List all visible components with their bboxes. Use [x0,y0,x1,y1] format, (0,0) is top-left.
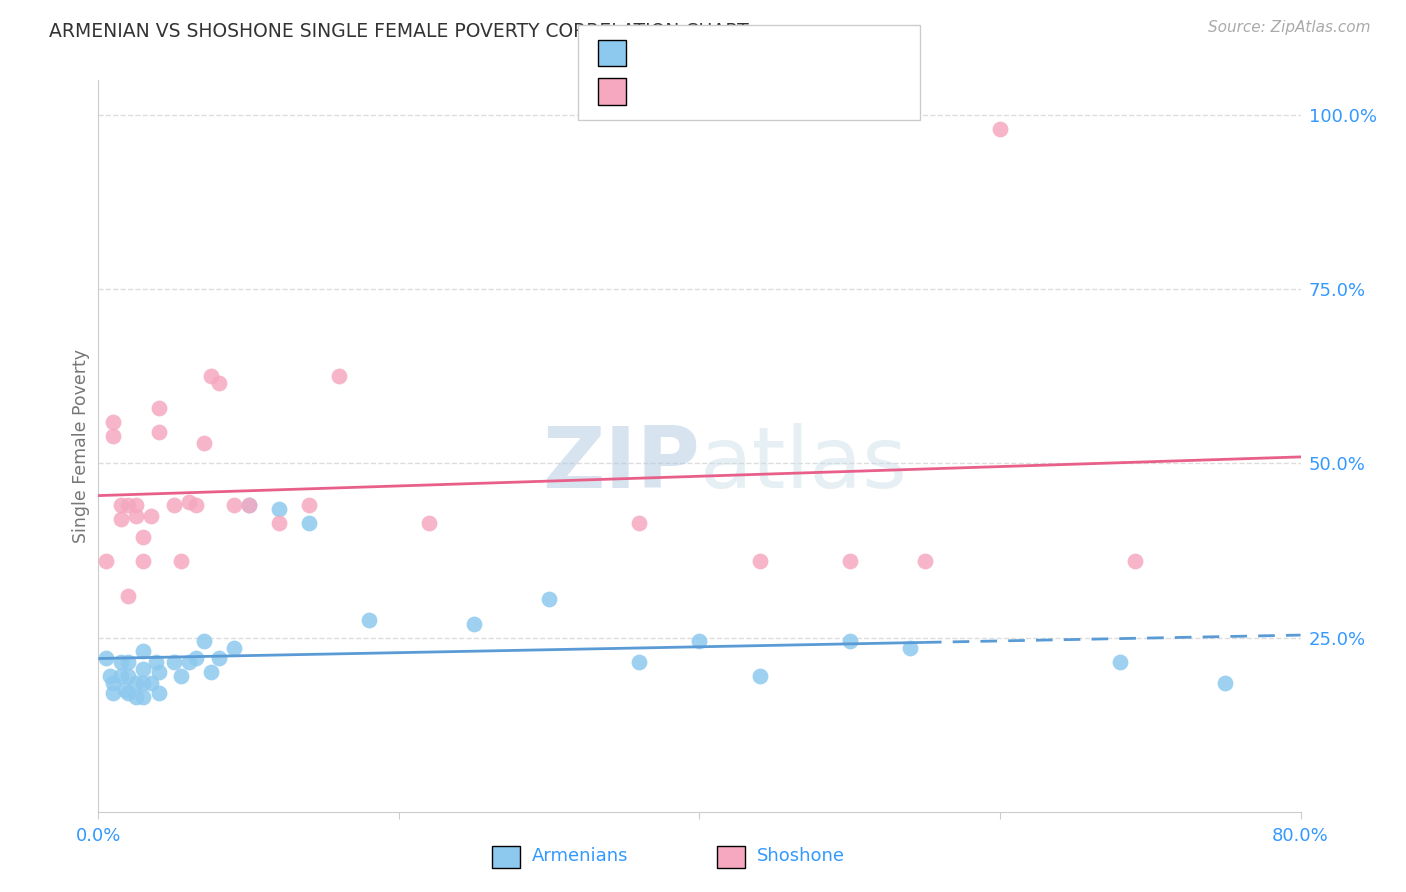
Point [132,676,155,690]
Point [148,686,170,700]
Point [200,369,222,384]
Point [208,651,231,665]
Point [103,686,125,700]
Text: N = 33: N = 33 [749,82,814,101]
Point [357,613,380,627]
Point [418,516,440,530]
Point [838,634,860,648]
Point [139,508,162,523]
Point [148,665,170,680]
Point [628,516,651,530]
Point [184,498,207,512]
Point [162,498,184,512]
Point [184,651,207,665]
Point [103,415,125,429]
Point [117,498,139,512]
Point [148,425,170,439]
Point [114,682,136,697]
Text: R = -0.087: R = -0.087 [637,44,745,62]
Y-axis label: Single Female Poverty: Single Female Poverty [72,349,90,543]
Point [193,435,215,450]
Text: Armenians: Armenians [531,847,628,865]
Point [170,669,193,683]
Point [132,554,155,568]
Point [200,665,222,680]
Point [898,640,921,655]
Point [193,634,215,648]
Point [125,498,148,512]
Point [914,554,936,568]
Point [110,655,132,669]
Point [748,669,770,683]
Point [238,498,260,512]
Point [267,501,290,516]
Point [748,554,770,568]
Point [125,676,148,690]
Point [1109,655,1132,669]
Point [117,686,139,700]
Point [103,676,125,690]
Point [125,508,148,523]
Point [110,512,132,526]
Point [132,690,155,704]
Point [222,498,245,512]
Point [838,554,860,568]
Point [145,655,167,669]
Point [1123,554,1146,568]
Point [162,655,184,669]
Point [298,516,321,530]
Text: Source: ZipAtlas.com: Source: ZipAtlas.com [1208,20,1371,35]
Point [94,651,117,665]
Point [538,592,561,607]
Point [110,669,132,683]
Point [628,655,651,669]
Text: atlas: atlas [700,423,907,506]
Point [125,690,148,704]
Point [117,669,139,683]
Point [132,644,155,658]
Text: ZIP: ZIP [541,423,700,506]
Point [177,494,200,508]
Point [238,498,260,512]
Point [328,369,350,384]
Point [132,662,155,676]
Point [117,655,139,669]
Point [988,122,1011,136]
Point [1215,676,1237,690]
Point [689,634,711,648]
Text: ARMENIAN VS SHOSHONE SINGLE FEMALE POVERTY CORRELATION CHART: ARMENIAN VS SHOSHONE SINGLE FEMALE POVER… [49,22,749,41]
Point [110,498,132,512]
Text: N = 41: N = 41 [749,44,814,62]
Text: R =  0.130: R = 0.130 [637,82,745,101]
Point [132,530,155,544]
Point [170,554,193,568]
Point [100,669,122,683]
Point [298,498,321,512]
Point [139,676,162,690]
Point [463,616,485,631]
Point [208,376,231,391]
Text: Shoshone: Shoshone [756,847,845,865]
Point [222,640,245,655]
Point [117,589,139,603]
Point [148,401,170,415]
Point [177,655,200,669]
Point [103,428,125,442]
Point [267,516,290,530]
Point [94,554,117,568]
